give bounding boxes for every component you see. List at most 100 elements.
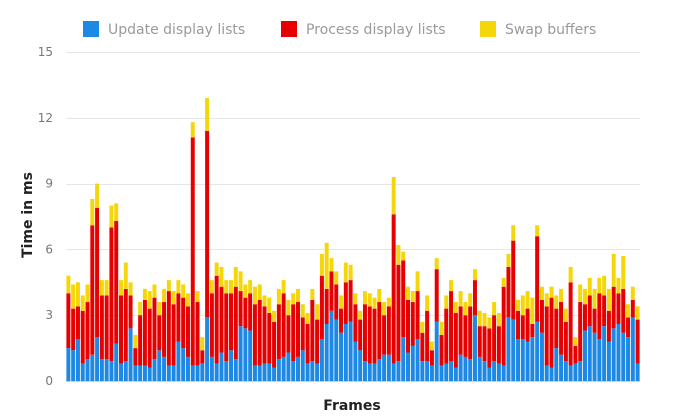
bar-update-84 (468, 359, 473, 381)
bar-swap-56 (334, 271, 339, 285)
bar-update-58 (343, 323, 348, 381)
bar-update-96 (525, 341, 530, 381)
bar-process-69 (396, 264, 401, 362)
bar-process-65 (377, 302, 382, 360)
bar-swap-23 (176, 280, 181, 294)
bar-process-33 (224, 293, 229, 362)
bar-swap-62 (362, 291, 367, 305)
bar-swap-61 (358, 310, 363, 320)
bar-swap-90 (496, 313, 501, 327)
bar-update-53 (319, 339, 324, 381)
bar-process-67 (386, 306, 391, 355)
bar-process-66 (382, 315, 387, 355)
bar-process-21 (166, 291, 171, 366)
bar-swap-43 (272, 310, 277, 322)
bar-process-73 (415, 291, 420, 340)
bar-process-25 (185, 306, 190, 357)
legend-swatch-update (83, 21, 99, 37)
bar-swap-54 (324, 242, 329, 289)
bar-process-20 (162, 302, 167, 357)
bar-update-89 (492, 361, 497, 381)
bar-swap-14 (133, 334, 138, 349)
bar-process-5 (90, 225, 95, 355)
bar-process-26 (190, 137, 195, 366)
bar-swap-26 (190, 122, 195, 138)
bar-process-118 (630, 299, 635, 318)
bar-process-104 (563, 321, 568, 362)
bar-swap-108 (583, 288, 587, 305)
legend-item-update[interactable]: Update display lists (83, 21, 245, 38)
bar-process-100 (544, 306, 549, 366)
bar-update-13 (128, 328, 133, 381)
bar-update-113 (606, 341, 611, 381)
bar-update-49 (300, 350, 305, 381)
bar-swap-99 (539, 286, 544, 300)
bar-process-97 (530, 323, 535, 338)
bar-update-29 (205, 317, 210, 381)
bar-process-117 (626, 317, 631, 338)
bar-process-109 (587, 295, 592, 327)
bar-swap-81 (453, 302, 458, 314)
bar-update-51 (310, 361, 315, 381)
bar-process-63 (367, 306, 372, 364)
bar-update-118 (630, 317, 635, 381)
bar-swap-76 (429, 341, 434, 351)
bar-process-35 (233, 286, 238, 360)
bar-swap-94 (516, 299, 521, 311)
bar-swap-98 (535, 225, 540, 237)
bar-swap-82 (458, 291, 463, 307)
legend-item-process[interactable]: Process display lists (281, 21, 446, 38)
bar-swap-47 (291, 293, 296, 305)
bar-process-43 (272, 321, 277, 368)
bar-update-108 (583, 330, 587, 381)
bar-swap-80 (449, 280, 454, 292)
bar-process-12 (123, 288, 128, 362)
bar-update-32 (219, 352, 224, 381)
bar-update-107 (578, 361, 583, 381)
bar-process-58 (343, 282, 348, 324)
bar-process-111 (597, 293, 602, 340)
x-axis-title: Frames (323, 398, 380, 414)
bar-swap-117 (626, 304, 631, 318)
bar-swap-75 (425, 295, 430, 311)
bar-swap-1 (71, 284, 76, 309)
bar-process-46 (286, 315, 291, 353)
legend-item-swap[interactable]: Swap buffers (480, 21, 596, 38)
bar-update-85 (472, 315, 477, 381)
bar-swap-0 (66, 275, 71, 294)
bar-update-71 (406, 352, 410, 381)
bar-swap-59 (348, 264, 353, 281)
bar-process-57 (339, 308, 344, 333)
bar-process-54 (324, 288, 329, 324)
bar-update-63 (367, 363, 372, 381)
bar-swap-38 (248, 280, 253, 294)
bar-swap-5 (90, 198, 95, 226)
bar-update-104 (563, 361, 568, 381)
bar-update-25 (185, 356, 190, 381)
bar-update-24 (181, 348, 186, 381)
bar-swap-57 (339, 295, 344, 309)
bar-process-11 (119, 295, 123, 364)
bar-update-46 (286, 352, 291, 381)
bar-process-40 (257, 299, 262, 366)
bar-process-106 (573, 345, 578, 364)
bar-process-78 (439, 334, 444, 366)
bar-process-9 (109, 227, 114, 362)
bar-process-3 (80, 310, 85, 364)
bar-process-7 (99, 295, 104, 360)
bar-swap-77 (434, 258, 439, 270)
bar-swap-72 (410, 291, 415, 303)
bar-swap-87 (482, 313, 487, 327)
bar-swap-96 (525, 291, 530, 309)
bar-process-71 (406, 299, 410, 353)
bar-process-105 (568, 282, 573, 366)
bars (66, 98, 640, 381)
bar-swap-32 (219, 266, 224, 287)
bar-swap-118 (630, 286, 635, 300)
legend-swatch-process (281, 21, 297, 37)
bar-update-76 (429, 365, 434, 381)
bar-swap-18 (152, 284, 157, 298)
bar-swap-73 (415, 271, 420, 292)
bar-swap-10 (114, 203, 119, 221)
bar-update-56 (334, 319, 339, 381)
